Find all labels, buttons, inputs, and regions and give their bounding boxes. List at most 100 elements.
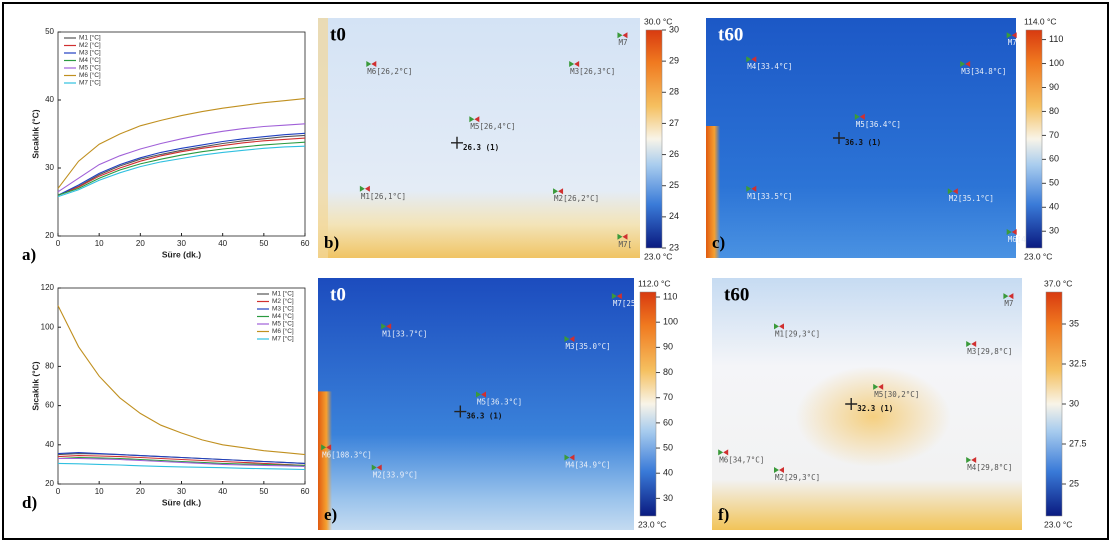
y-tick-label: 40	[45, 95, 54, 104]
colorbar-tick-label: 32.5	[1069, 358, 1087, 368]
colorbar	[639, 291, 657, 517]
legend-label: M2 [°C]	[272, 297, 294, 305]
marker-icon	[746, 185, 752, 192]
marker-icon	[326, 444, 332, 451]
series-line	[57, 132, 306, 196]
y-tick-label: 60	[45, 401, 54, 410]
marker-label: M1[26,1°C]	[361, 192, 406, 201]
series-line	[57, 145, 306, 198]
x-tick-label: 60	[301, 487, 310, 496]
colorbar-tick-label: 50	[663, 442, 673, 452]
marker-icon	[622, 32, 628, 39]
marker-icon	[616, 293, 622, 300]
legend-label: M7 [°C]	[272, 335, 294, 343]
colorbar-tick-label: 35	[1069, 318, 1079, 328]
marker-label: M3[29,8°C]	[967, 347, 1012, 356]
legend-label: M2 [°C]	[79, 41, 101, 49]
series-line	[57, 98, 306, 189]
series-line	[57, 134, 306, 196]
colorbar-tick-label: 29	[669, 56, 679, 66]
marker-icon	[854, 113, 860, 120]
legend-label: M7 [°C]	[79, 79, 101, 87]
marker-icon	[1008, 293, 1014, 300]
marker-icon	[947, 188, 953, 195]
marker-icon	[1006, 229, 1012, 235]
marker-label: M7	[1004, 299, 1013, 308]
colorbar-tick-label: 26	[669, 149, 679, 159]
colorbar-max-label: 112.0 °C	[638, 278, 671, 288]
marker-label: M4[34.9°C]	[565, 460, 610, 469]
marker-icon	[574, 61, 580, 67]
colorbar-min-label: 23.0 °C	[1044, 519, 1072, 529]
x-tick-label: 0	[56, 239, 61, 248]
marker-icon	[779, 323, 784, 330]
x-tick-label: 30	[177, 239, 186, 248]
marker-icon	[366, 61, 372, 67]
marker-icon	[558, 188, 564, 195]
marker-label: M2[35.1°C]	[949, 194, 994, 203]
colorbar	[645, 29, 663, 249]
marker-label: M2[33.9°C]	[373, 471, 418, 480]
marker-label: M7[	[618, 240, 632, 249]
marker-icon	[476, 391, 481, 398]
marker-icon	[617, 233, 623, 240]
marker-icon	[364, 185, 370, 192]
y-axis-title: Sıcaklık (°C)	[30, 361, 40, 410]
marker-label: M5[36.4°C]	[856, 120, 901, 129]
colorbar-tick-label: 100	[663, 317, 678, 327]
time-label: t60	[718, 24, 743, 45]
y-tick-label: 50	[45, 27, 54, 36]
colorbar-tick-label: 70	[1049, 130, 1059, 140]
marker-icon	[386, 323, 392, 330]
marker-label: M6[108.3°C]	[322, 450, 372, 459]
marker-icon	[779, 467, 784, 474]
colorbar-tick-label: 30	[669, 24, 679, 34]
colorbar-tick-label: 80	[663, 367, 673, 377]
series-line	[57, 456, 306, 466]
colorbar-tick-label: 23	[669, 242, 679, 252]
marker-icon	[965, 61, 971, 67]
plot-area	[57, 31, 306, 237]
thermal-image	[318, 18, 640, 258]
spot-label: 26.3 (1)	[463, 143, 499, 152]
panel-label: a)	[22, 245, 36, 264]
marker-icon	[966, 456, 972, 463]
marker-label: M6[34,7°C]	[719, 455, 764, 464]
panel-label: e)	[324, 505, 337, 524]
marker-icon	[553, 188, 559, 195]
x-axis-title: Süre (dk.)	[162, 249, 201, 259]
legend-label: M3 [°C]	[272, 305, 294, 313]
x-tick-label: 10	[95, 239, 104, 248]
colorbar-tick-label: 90	[1049, 82, 1059, 92]
legend-label: M5 [°C]	[272, 320, 294, 328]
series-line	[57, 455, 306, 466]
spot-label: 36.3 (1)	[466, 412, 502, 421]
warm-edge	[318, 18, 328, 258]
legend-label: M1 [°C]	[79, 34, 101, 42]
time-label: t0	[330, 24, 346, 45]
series-line	[58, 457, 306, 467]
x-tick-label: 60	[301, 239, 310, 248]
marker-icon	[878, 383, 884, 390]
colorbar-tick-label: 27.5	[1069, 438, 1087, 448]
time-label: t0	[330, 284, 346, 305]
marker-icon	[376, 464, 382, 471]
y-tick-label: 100	[41, 322, 55, 331]
colorbar-tick-label: 25	[669, 180, 679, 190]
marker-icon	[622, 233, 628, 240]
colorbar-tick-label: 40	[1049, 202, 1059, 212]
marker-icon	[751, 185, 757, 192]
marker-icon	[774, 323, 779, 330]
series-line	[57, 452, 306, 464]
marker-label: M7	[1008, 38, 1017, 47]
plot-area	[57, 287, 306, 485]
colorbar-tick-label: 27	[669, 118, 679, 128]
marker-label: M1[33.5°C]	[747, 192, 792, 201]
marker-icon	[859, 113, 865, 120]
y-tick-label: 40	[45, 440, 54, 449]
marker-icon	[481, 391, 486, 398]
legend-label: M1 [°C]	[272, 290, 294, 298]
colorbar-tick-label: 24	[669, 211, 679, 221]
marker-icon	[569, 454, 575, 461]
